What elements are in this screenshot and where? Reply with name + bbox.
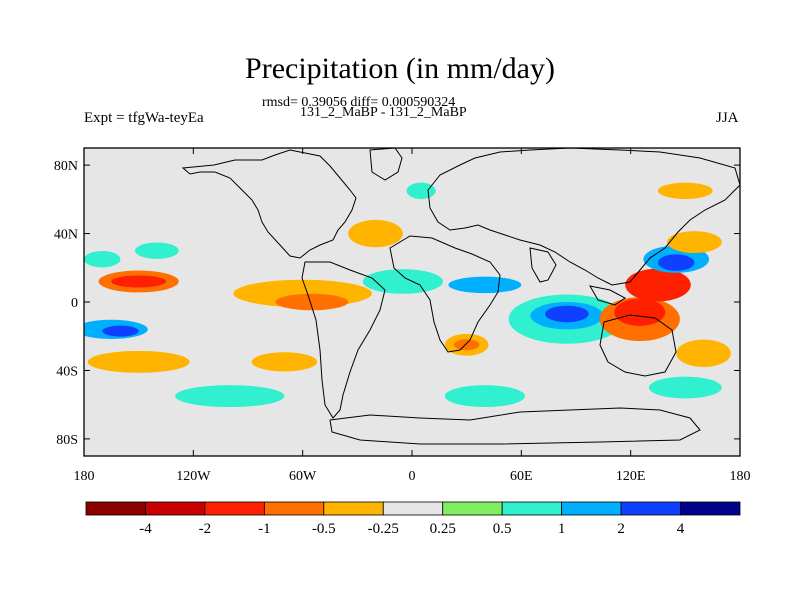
anomaly-region xyxy=(444,385,525,408)
anomaly-region xyxy=(667,231,722,254)
colorbar-label: 0.25 xyxy=(430,521,456,537)
anomaly-region xyxy=(135,242,179,259)
anomaly-region xyxy=(87,350,190,373)
anomaly-region xyxy=(448,276,522,294)
x-tick-label: 120W xyxy=(176,469,211,484)
x-tick-label: 0 xyxy=(409,469,416,484)
colorbar-label: -0.5 xyxy=(312,521,336,537)
anomaly-region xyxy=(111,275,166,288)
colorbar-swatch xyxy=(145,501,206,516)
colorbar-label: -2 xyxy=(199,521,212,537)
x-tick-label: 60E xyxy=(510,469,533,484)
colorbar-label: 4 xyxy=(677,521,685,537)
colorbar-label: 0.5 xyxy=(493,521,512,537)
x-tick-label: 120E xyxy=(616,469,646,484)
colorbar-swatch xyxy=(85,501,146,516)
anomaly-region xyxy=(102,325,139,337)
colorbar-swatch xyxy=(561,501,622,516)
colorbar-label: 2 xyxy=(617,521,625,537)
x-tick-label: 60W xyxy=(289,469,317,484)
comparison-label: 131_2_MaBP - 131_2_MaBP xyxy=(300,105,467,120)
colorbar-label: -0.25 xyxy=(368,521,399,537)
x-tick-label: 180 xyxy=(730,469,751,484)
anomaly-region xyxy=(658,182,713,199)
anomaly-region xyxy=(348,219,403,248)
y-tick-label: 40N xyxy=(54,228,78,243)
anomaly-region xyxy=(84,251,121,268)
colorbar-swatch xyxy=(382,501,444,516)
anomaly-region xyxy=(175,385,285,408)
anomaly-region xyxy=(251,352,318,372)
colorbar-swatch xyxy=(263,501,325,516)
y-tick-label: 40S xyxy=(56,364,78,379)
colorbar-swatch xyxy=(680,501,741,516)
colorbar-swatch xyxy=(323,501,384,516)
colorbar-label: 1 xyxy=(558,521,566,537)
colorbar-swatch xyxy=(620,501,681,516)
anomaly-region xyxy=(625,268,691,302)
anomaly-region xyxy=(362,269,443,294)
stats-label: rmsd= 0.39056 diff= 0.000590324 xyxy=(262,95,456,110)
y-tick-label: 80N xyxy=(54,159,78,174)
anomaly-region xyxy=(406,182,436,199)
anomaly-region xyxy=(614,298,666,326)
anomaly-region xyxy=(545,305,589,323)
colorbar-label: -4 xyxy=(139,521,152,537)
anomaly-region xyxy=(453,339,480,351)
anomaly-region xyxy=(658,254,695,271)
anomaly-region xyxy=(275,293,349,311)
x-tick-label: 180 xyxy=(74,469,95,484)
y-tick-label: 0 xyxy=(71,296,78,311)
colorbar-swatch xyxy=(204,501,265,516)
anomaly-region xyxy=(648,376,722,399)
coastline-layer xyxy=(181,148,740,445)
colorbar-swatch xyxy=(442,501,503,516)
experiment-label: Expt = tfgWa-teyEa xyxy=(84,110,204,126)
colorbar-label: -1 xyxy=(258,521,271,537)
chart-title: Precipitation (in mm/day) xyxy=(245,52,555,85)
anomaly-region xyxy=(676,339,731,368)
y-tick-label: 80S xyxy=(56,433,78,448)
colorbar-swatch xyxy=(501,501,563,516)
season-label: JJA xyxy=(716,110,739,126)
